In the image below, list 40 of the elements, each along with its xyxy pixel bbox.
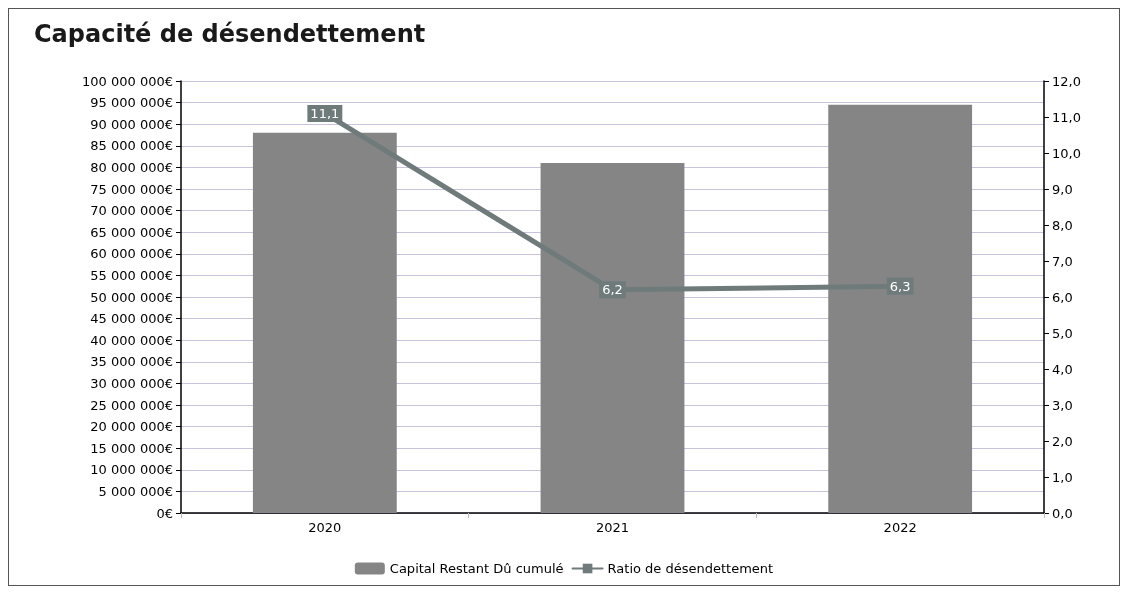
y2-tick-label: 12,0 [1052, 73, 1081, 89]
y2-tick-label: 3,0 [1052, 397, 1073, 413]
y-tick-label: 0€ [156, 505, 173, 521]
y2-tick-label: 1,0 [1052, 469, 1073, 485]
y2-tick-label: 11,0 [1052, 109, 1081, 125]
y2-tick-label: 2,0 [1052, 433, 1073, 449]
y-tick-label: 55 000 000€ [90, 267, 173, 283]
y-tick-label: 75 000 000€ [90, 181, 173, 197]
y2-tick-label: 7,0 [1052, 253, 1073, 269]
legend-label: Capital Restant Dû cumulé [389, 561, 564, 576]
y-tick-label: 25 000 000€ [90, 397, 173, 413]
y2-tick-label: 5,0 [1052, 325, 1073, 341]
y-tick-label: 40 000 000€ [90, 332, 173, 348]
y-tick-label: 50 000 000€ [90, 289, 173, 305]
y-tick-label: 100 000 000€ [82, 73, 173, 89]
y-tick-label: 85 000 000€ [90, 138, 173, 154]
y2-tick-label: 0,0 [1052, 505, 1073, 521]
y-tick-label: 60 000 000€ [90, 246, 173, 262]
x-tick-label: 2021 [595, 520, 630, 535]
y-tick-label: 95 000 000€ [90, 95, 173, 111]
legend-label: Ratio de désendettement [607, 561, 774, 576]
y-tick-label: 15 000 000€ [90, 440, 173, 456]
chart-title: Capacité de désendettement [34, 20, 426, 48]
y2-tick-label: 8,0 [1052, 217, 1073, 233]
y-tick-label: 45 000 000€ [90, 311, 173, 327]
y2-tick-label: 4,0 [1052, 361, 1073, 377]
y-tick-label: 5 000 000€ [98, 483, 173, 499]
x-tick-label: 2022 [883, 520, 917, 535]
y-tick-label: 30 000 000€ [90, 375, 173, 391]
y-tick-label: 20 000 000€ [90, 419, 173, 435]
y-tick-label: 10 000 000€ [90, 462, 173, 478]
y2-tick-label: 9,0 [1052, 181, 1073, 197]
y-tick-label: 90 000 000€ [90, 116, 173, 132]
y-tick-label: 35 000 000€ [90, 354, 173, 370]
y-tick-label: 65 000 000€ [90, 224, 173, 240]
y-tick-label: 80 000 000€ [90, 159, 173, 175]
y-tick-label: 70 000 000€ [90, 203, 173, 219]
x-tick-label: 2020 [308, 520, 342, 535]
y2-tick-label: 6,0 [1052, 289, 1073, 305]
y2-tick-label: 10,0 [1052, 145, 1081, 161]
